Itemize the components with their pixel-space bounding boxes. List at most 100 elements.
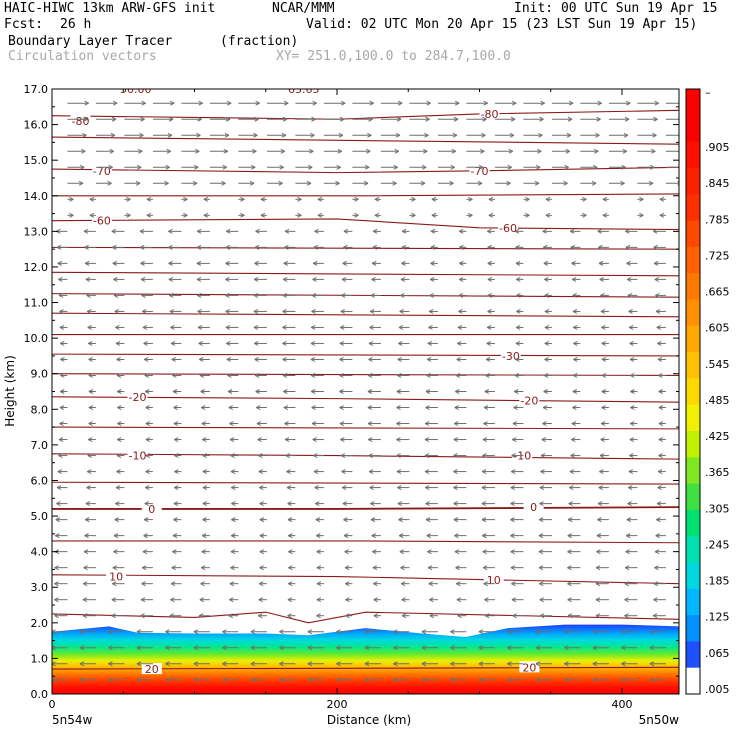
vector-arrow [409,132,429,138]
vector-arrow [512,613,524,619]
vector-arrow [567,565,581,571]
vector-arrow [458,276,467,282]
vector-arrow [67,148,86,154]
vector-arrow [393,629,410,635]
vector-arrow [173,421,182,426]
vector-arrow [486,324,495,330]
contour-label: -30 [502,350,520,363]
vector-arrow [539,485,552,491]
vector-arrow [372,228,381,234]
vector-arrow [143,341,153,346]
vector-arrow [284,421,296,426]
vector-arrow [545,212,552,218]
vector-arrow [254,244,267,250]
vector-arrow [515,260,524,266]
vector-arrow [510,549,524,555]
vector-arrow [400,565,410,571]
vector-arrow [544,308,552,314]
vector-arrow [373,581,381,587]
vector-arrow [621,645,638,651]
vector-arrow [629,437,638,442]
vector-arrow [514,228,524,234]
vector-arrow [510,501,524,507]
vector-arrow [608,116,630,122]
vector-arrow [481,501,495,507]
vector-arrow [401,244,410,250]
vector-arrow [487,276,495,282]
vector-arrow [654,565,666,571]
vector-arrow [225,276,239,282]
vector-arrow [140,613,153,619]
vector-arrow [571,260,581,266]
vector-arrow [421,661,438,667]
vector-arrow [345,597,353,603]
vector-arrow [83,228,96,234]
vector-arrow [425,485,438,491]
vector-arrow [86,292,96,298]
vector-arrow [494,164,512,170]
vector-arrow [238,196,245,202]
contour-label: 0 [530,501,537,514]
vector-arrow [564,629,581,635]
vector-arrow [339,405,353,410]
vector-arrow [311,405,324,410]
colorbar-swatch [686,588,700,616]
vector-arrow [409,100,431,106]
vector-arrow [84,244,96,250]
colorbar-label: .425 [705,430,730,443]
contour-line [52,136,679,145]
vector-arrow [652,613,666,619]
colorbar-label: .665 [705,286,730,299]
vector-arrow [539,597,552,603]
vector-arrow [225,244,239,250]
vector-arrow [523,148,542,154]
vector-arrow [209,180,226,186]
vector-arrow [540,453,552,459]
vector-arrow [115,485,125,491]
vector-arrow [165,629,182,635]
vector-arrow [310,357,324,362]
vector-arrow [144,501,153,507]
vector-arrow [627,485,638,491]
contour-label-bg [479,107,500,119]
vector-arrow [113,533,125,539]
vector-arrow [450,645,467,651]
vector-arrow [286,469,296,475]
colorbar-swatch [686,89,700,116]
contour-line [52,353,679,357]
vector-arrow [343,244,353,250]
vector-arrow [288,533,296,539]
vector-arrow [323,116,345,122]
vector-arrow [343,228,353,234]
vector-arrow [259,485,267,491]
vector-arrow [145,389,153,394]
vector-arrow [181,100,203,106]
vector-arrow [665,118,679,120]
vector-arrow [58,437,68,442]
vector-arrow [142,324,153,330]
vector-arrow [260,212,267,218]
vector-arrow [653,597,666,603]
vector-arrow [535,629,552,635]
vector-arrow [85,517,96,523]
vector-arrow [580,148,599,154]
vector-arrow [601,341,609,346]
colorbar-label: .005 [705,683,730,696]
vector-arrow [459,244,467,250]
vector-arrow [172,533,182,539]
vector-arrow [342,260,353,266]
vector-arrow [573,341,581,346]
vector-arrow [516,276,524,282]
vector-arrow [165,661,182,667]
vector-arrow [314,228,324,234]
vector-arrow [201,421,210,426]
vector-arrow [316,549,324,555]
vector-arrow [85,501,96,507]
vector-arrow [658,421,666,426]
vector-arrow [95,116,117,122]
vector-arrow [572,405,581,410]
vector-arrow [569,485,581,491]
y-tick-label: 17.0 [24,83,49,96]
vector-arrow [598,260,609,266]
colorbar-label: .485 [705,394,730,407]
